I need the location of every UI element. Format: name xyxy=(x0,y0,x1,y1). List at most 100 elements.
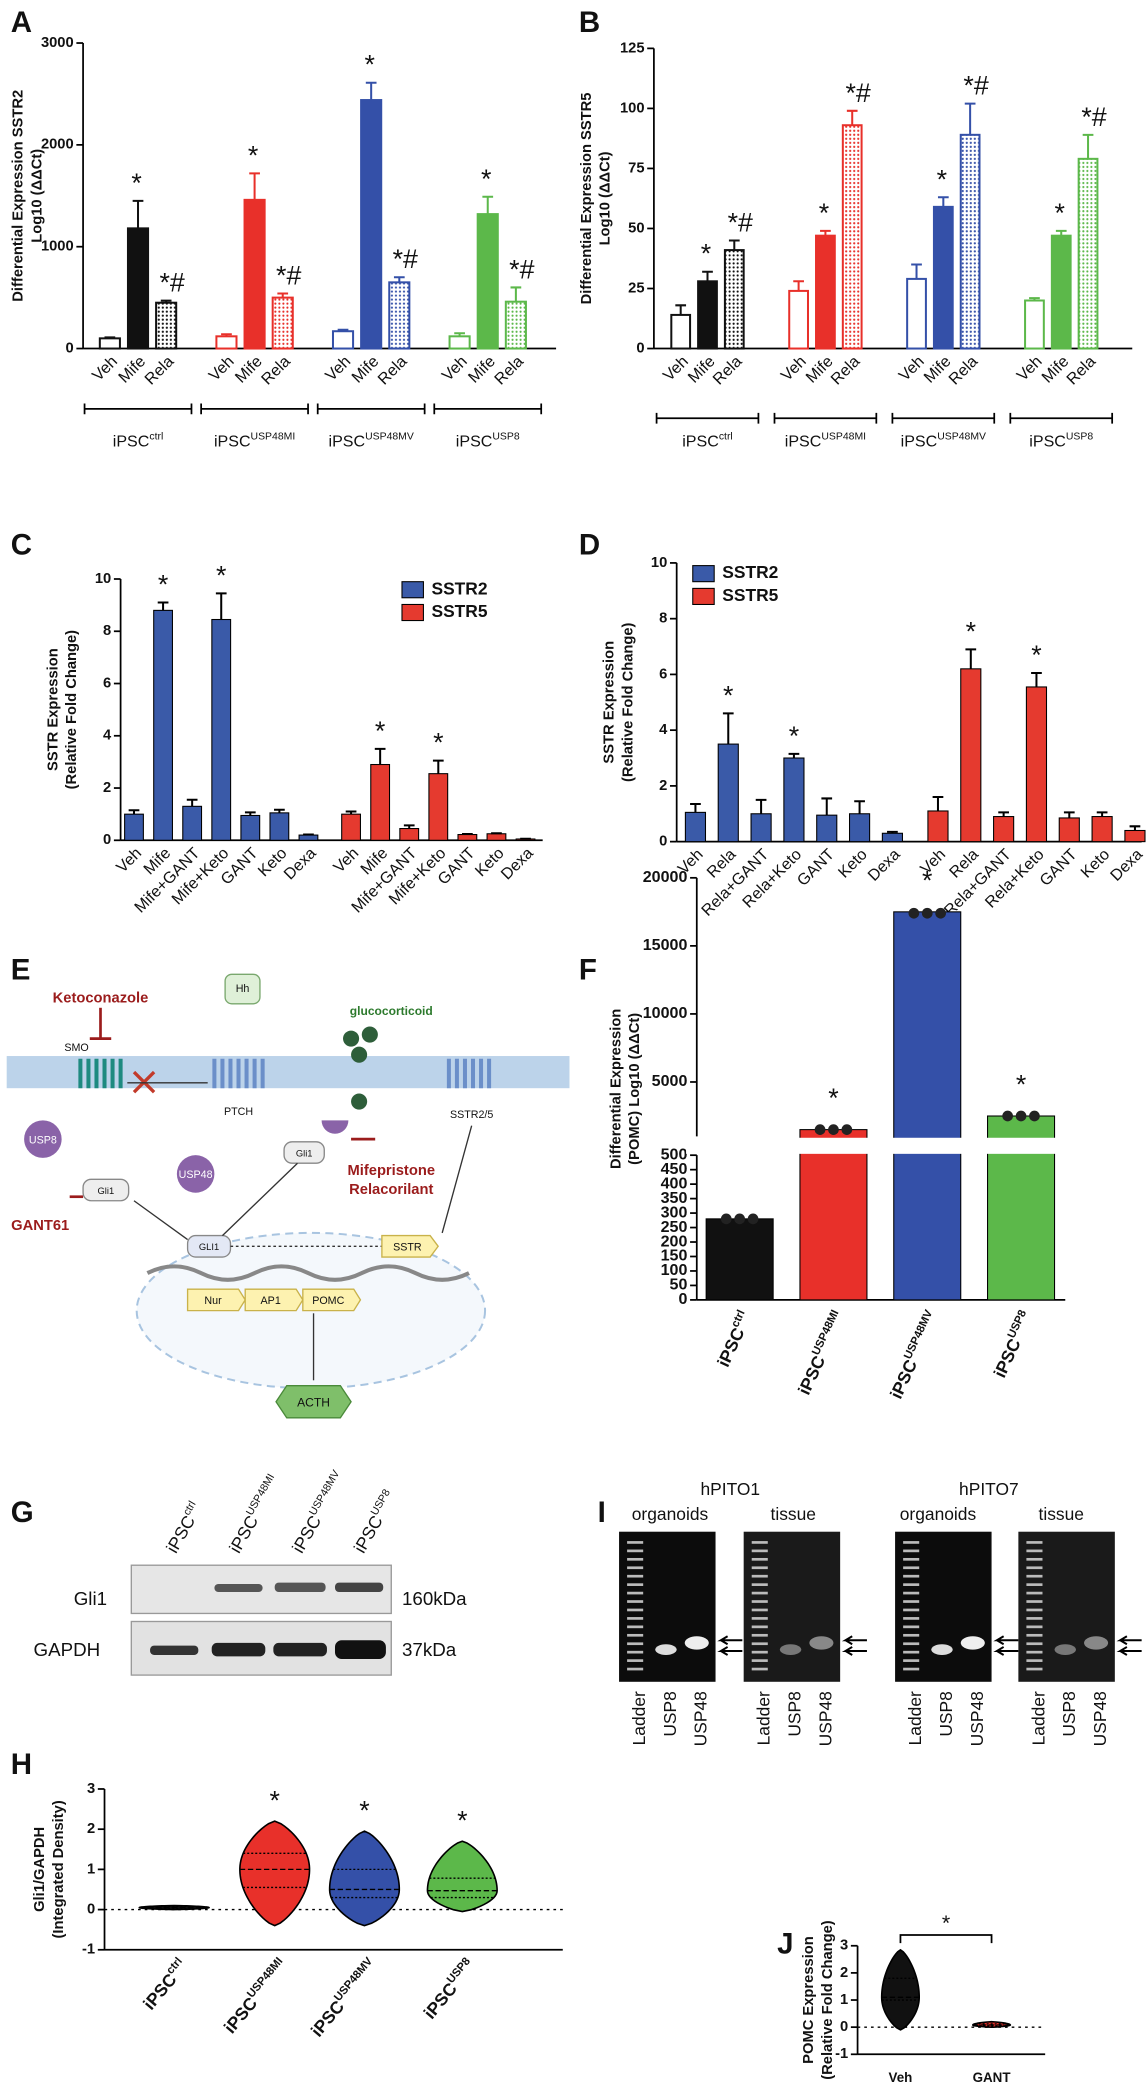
y-tick-label: 0 xyxy=(66,340,74,356)
bar xyxy=(504,300,527,350)
source-label: tissue xyxy=(771,1504,816,1524)
gli1-box xyxy=(283,1141,325,1164)
category-label: iPSCUSP48MV xyxy=(901,432,986,451)
bar xyxy=(788,289,809,350)
arrow xyxy=(1116,1635,1142,1656)
x-tick-label: GANT xyxy=(794,845,838,889)
ladder-band xyxy=(1026,1566,1043,1570)
error-bar xyxy=(820,229,831,236)
label-base: iPSC xyxy=(885,1356,920,1402)
x-tick-label: Mife xyxy=(232,352,266,386)
error-bar xyxy=(160,299,172,303)
label-base: iPSC xyxy=(785,433,822,451)
data-point xyxy=(1002,1110,1014,1122)
panel-label: A xyxy=(11,6,32,39)
y-tick-label: -1 xyxy=(82,1942,95,1958)
legend-swatch xyxy=(692,587,715,606)
y-tick-label: 6 xyxy=(103,675,111,691)
ladder-band xyxy=(627,1557,644,1561)
ladder-band xyxy=(751,1541,768,1544)
group-bracket xyxy=(655,412,760,424)
violin xyxy=(426,1840,498,1913)
y-tick-label: 300 xyxy=(661,1203,688,1221)
panel-label: E xyxy=(11,953,31,986)
drug-label: Ketoconazole xyxy=(53,990,149,1006)
category-label: iPSCUSP48MI xyxy=(214,432,295,451)
y-tick-label: 0 xyxy=(840,2019,848,2035)
x-tick-label: Rela xyxy=(1063,352,1099,388)
bar xyxy=(331,330,355,350)
bar xyxy=(816,814,838,843)
error-bar xyxy=(1063,811,1075,818)
diagram-label: Nur xyxy=(204,1295,222,1307)
ladder-band xyxy=(903,1600,920,1603)
dna xyxy=(146,1264,470,1282)
lane-label: USP8 xyxy=(660,1691,680,1736)
x-tick-label: Rela xyxy=(945,352,981,388)
bar xyxy=(959,133,981,350)
lane-label: iPSCUSP8 xyxy=(349,1487,401,1556)
significance-label: * xyxy=(937,164,947,194)
bar xyxy=(1050,234,1072,350)
x-tick-label: Rela xyxy=(491,352,527,388)
ladder-band xyxy=(1026,1642,1043,1646)
error-bar xyxy=(788,752,800,759)
bar xyxy=(428,773,449,841)
gel-panel: I hPITO1 organoids tissue hPITO7 organoi… xyxy=(598,1479,1142,1746)
ladder-band xyxy=(751,1659,768,1662)
y-tick-label: 8 xyxy=(103,623,111,639)
significance-label: *# xyxy=(276,261,301,291)
category-label: iPSCUSP8 xyxy=(989,1308,1037,1380)
y-axis-label: SSTR Expression xyxy=(602,641,618,764)
diagram-label: SSTR2/5 xyxy=(450,1109,493,1121)
y-tick-label: 10 xyxy=(95,571,111,587)
pathway-diagram: E Ketoconazole SMO Hh PTCH glucocorticoi… xyxy=(6,953,570,1419)
arrow xyxy=(133,1200,188,1241)
error-bar xyxy=(1082,133,1094,159)
ladder-band xyxy=(627,1659,644,1662)
bar xyxy=(211,618,232,841)
y-tick-label: 450 xyxy=(661,1160,688,1178)
lane-label: iPSCUSP48MI xyxy=(224,1472,285,1556)
data-point xyxy=(814,1124,826,1135)
ladder-band xyxy=(903,1541,920,1544)
ladder-band xyxy=(751,1633,768,1637)
ladder-band xyxy=(627,1566,644,1570)
significance-label: * xyxy=(1031,640,1041,670)
diagram-label: Gli1 xyxy=(98,1186,115,1196)
ladder-band xyxy=(627,1617,644,1620)
error-bar xyxy=(998,811,1009,817)
western-blot: G iPSCctrl iPSCUSP48MI iPSCUSP48MV iPSCU… xyxy=(11,1467,467,1676)
bar xyxy=(893,911,962,1301)
label-sup: USP48MV xyxy=(937,432,986,443)
y-axis-label: (Relative Fold Change) xyxy=(620,622,636,782)
bar xyxy=(486,833,507,841)
y-tick-label: 2 xyxy=(659,778,667,794)
bar xyxy=(670,313,692,350)
bar xyxy=(1077,157,1099,350)
hh-box xyxy=(224,973,261,1005)
ladder-band xyxy=(627,1650,644,1654)
sstr-receptor xyxy=(446,1058,492,1089)
ladder-band xyxy=(751,1608,768,1612)
diagram-label: USP48 xyxy=(179,1169,213,1181)
legend-label: SSTR2 xyxy=(722,562,778,582)
x-tick-label: Veh xyxy=(895,352,927,384)
y-axis-label: (POMC) Log10 (ΔΔCt) xyxy=(627,1013,643,1165)
ladder-band xyxy=(903,1583,920,1586)
significance-label: * xyxy=(248,140,258,170)
label-base: iPSC xyxy=(225,1512,262,1556)
lane-label: USP48 xyxy=(1090,1691,1110,1746)
error-bar xyxy=(491,832,502,835)
bar xyxy=(1058,817,1080,843)
significance-label: * xyxy=(922,865,932,895)
bar xyxy=(927,810,949,843)
usp48-protein xyxy=(176,1155,215,1193)
panel-label: C xyxy=(11,529,32,562)
legend-label: SSTR2 xyxy=(431,578,487,598)
arrow xyxy=(993,1635,1019,1656)
error-bar xyxy=(482,195,494,215)
error-bar xyxy=(132,199,144,229)
diagram-label: PTCH xyxy=(224,1106,253,1118)
acth-box xyxy=(275,1384,352,1419)
